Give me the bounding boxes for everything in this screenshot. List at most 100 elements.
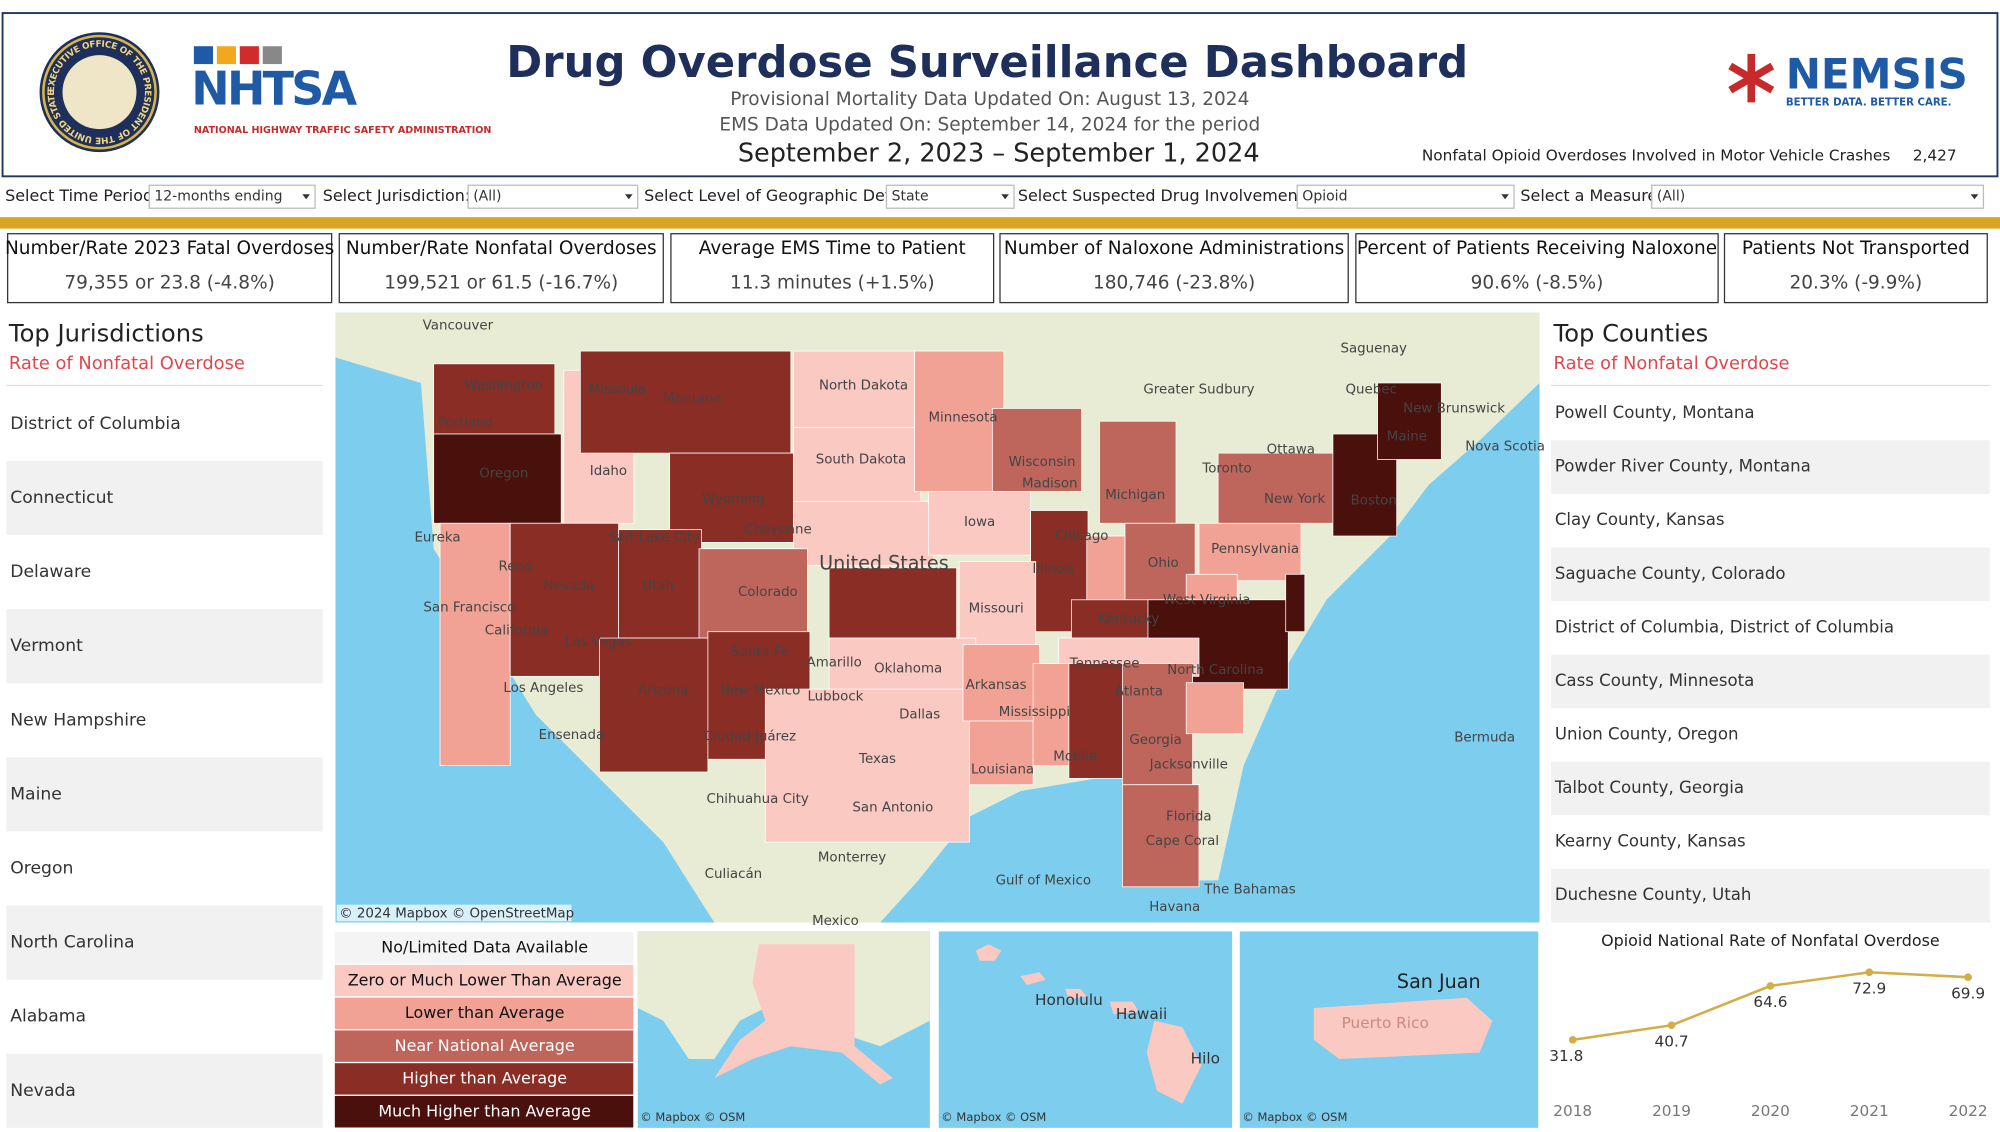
- map-label: Salt Lake City: [609, 530, 701, 545]
- state[interactable]: [433, 363, 556, 435]
- state[interactable]: [792, 350, 915, 428]
- state[interactable]: [1377, 382, 1442, 460]
- dropdown-arrow: [1001, 194, 1009, 200]
- list-item[interactable]: Talbot County, Georgia: [1554, 778, 1744, 797]
- list-item[interactable]: Saguache County, Colorado: [1555, 564, 1786, 583]
- state[interactable]: [828, 637, 977, 696]
- filter-label: Select Suspected Drug Involvement:: [1018, 186, 1309, 205]
- legend-label: Much Higher than Average: [378, 1101, 591, 1120]
- crash-label: Nonfatal Opioid Overdoses Involved in Mo…: [1422, 146, 1890, 164]
- map-label: Maine: [1387, 430, 1427, 445]
- list-item[interactable]: Cass County, Minnesota: [1555, 671, 1754, 690]
- point: [1766, 982, 1775, 990]
- attribution: © Mapbox © OSM: [941, 1110, 1046, 1124]
- list-item[interactable]: Duchesne County, Utah: [1555, 885, 1752, 904]
- state[interactable]: [599, 637, 709, 773]
- kpi-box: [7, 233, 333, 304]
- seal-center: [62, 55, 137, 130]
- state[interactable]: [928, 491, 1031, 556]
- legend-label: Zero or Much Lower Than Average: [348, 970, 622, 989]
- list-item[interactable]: Union County, Oregon: [1555, 725, 1739, 744]
- state[interactable]: [958, 561, 1037, 652]
- list-item[interactable]: New Hampshire: [10, 710, 146, 730]
- chart-title: Opioid National Rate of Nonfatal Overdos…: [1601, 931, 1940, 950]
- state[interactable]: [991, 408, 1083, 492]
- puerto-rico: [1313, 997, 1493, 1059]
- dropdown[interactable]: [1296, 184, 1515, 209]
- list-item[interactable]: Kearny County, Kansas: [1555, 832, 1746, 851]
- state[interactable]: [1217, 452, 1334, 524]
- map-label: Washington: [465, 379, 544, 394]
- dropdown[interactable]: [885, 184, 1015, 209]
- dropdown-value: 12-months ending: [154, 189, 282, 205]
- list-item[interactable]: District of Columbia: [10, 414, 181, 434]
- state[interactable]: [618, 529, 702, 639]
- point: [1667, 1021, 1676, 1030]
- state[interactable]: [764, 688, 970, 843]
- list-item[interactable]: North Carolina: [10, 933, 134, 953]
- attribution-bg: [336, 904, 572, 922]
- state[interactable]: [969, 720, 1034, 786]
- state[interactable]: [698, 548, 808, 639]
- legend-label: Lower than Average: [405, 1003, 565, 1022]
- map-label: Reno: [499, 560, 533, 575]
- list-item[interactable]: District of Columbia, District of Columb…: [1555, 617, 1894, 636]
- state[interactable]: [1068, 663, 1127, 779]
- state[interactable]: [1285, 573, 1306, 633]
- state[interactable]: [1032, 663, 1072, 766]
- state[interactable]: [1099, 420, 1177, 524]
- data-label: 69.9: [1951, 984, 1985, 1002]
- title: Drug Overdose Surveillance Dashboard: [506, 38, 1468, 88]
- nemsis-logo: NEMSIS: [1786, 49, 1968, 98]
- list-item[interactable]: Vermont: [10, 636, 83, 656]
- dropdown-value: (All): [473, 189, 501, 205]
- row-bg: [6, 1053, 323, 1128]
- state[interactable]: [1124, 522, 1196, 601]
- row-bg: [1551, 547, 1990, 602]
- row-bg: [1551, 440, 1990, 494]
- hawaii: [975, 944, 1202, 1104]
- list-item[interactable]: Delaware: [10, 562, 91, 582]
- dropdown[interactable]: [467, 184, 639, 209]
- state[interactable]: [439, 522, 511, 766]
- dropdown[interactable]: [1651, 184, 1985, 209]
- map-label: Arizona: [638, 683, 688, 698]
- map-label: Montana: [663, 391, 721, 406]
- period: September 2, 2023 – September 1, 2024: [738, 139, 1260, 169]
- state[interactable]: [1185, 682, 1245, 735]
- map-label: California: [485, 623, 549, 638]
- list-item[interactable]: Oregon: [10, 858, 73, 878]
- state[interactable]: [1198, 522, 1302, 582]
- list-item[interactable]: Maine: [10, 784, 62, 804]
- state[interactable]: [433, 433, 562, 524]
- map-label: Santa Fe: [731, 645, 789, 660]
- list-item[interactable]: Nevada: [10, 1081, 76, 1101]
- list-item[interactable]: Connecticut: [10, 488, 113, 508]
- alaska: [714, 944, 893, 1085]
- row-bg: [6, 905, 323, 980]
- state[interactable]: [579, 350, 792, 454]
- state[interactable]: [828, 567, 958, 639]
- map-label: Quebec: [1346, 382, 1397, 397]
- kpi-title: Number/Rate Nonfatal Overdoses: [346, 238, 657, 259]
- kpi-title: Number/Rate 2023 Fatal Overdoses: [5, 238, 334, 259]
- state[interactable]: [962, 644, 1040, 722]
- state[interactable]: [914, 350, 1005, 492]
- legend-swatch: [333, 963, 635, 998]
- map-label: Honolulu: [1035, 991, 1103, 1009]
- dropdown[interactable]: [148, 184, 316, 209]
- map-label: Wyoming: [702, 492, 765, 507]
- list-item[interactable]: Alabama: [10, 1007, 86, 1027]
- list-item[interactable]: Powell County, Montana: [1555, 403, 1755, 422]
- nemsis-star: [1728, 53, 1775, 103]
- map-label: Minnesota: [928, 410, 997, 425]
- map-label: Mississippi: [999, 705, 1070, 720]
- state[interactable]: [1122, 784, 1200, 888]
- kpi-value: 20.3% (-9.9%): [1790, 272, 1923, 293]
- row-bg: [6, 460, 323, 536]
- list-item[interactable]: Clay County, Kansas: [1555, 510, 1725, 529]
- map-label: South Dakota: [816, 452, 907, 467]
- list-item[interactable]: Powder River County, Montana: [1555, 457, 1811, 476]
- map-label: Eureka: [414, 530, 460, 545]
